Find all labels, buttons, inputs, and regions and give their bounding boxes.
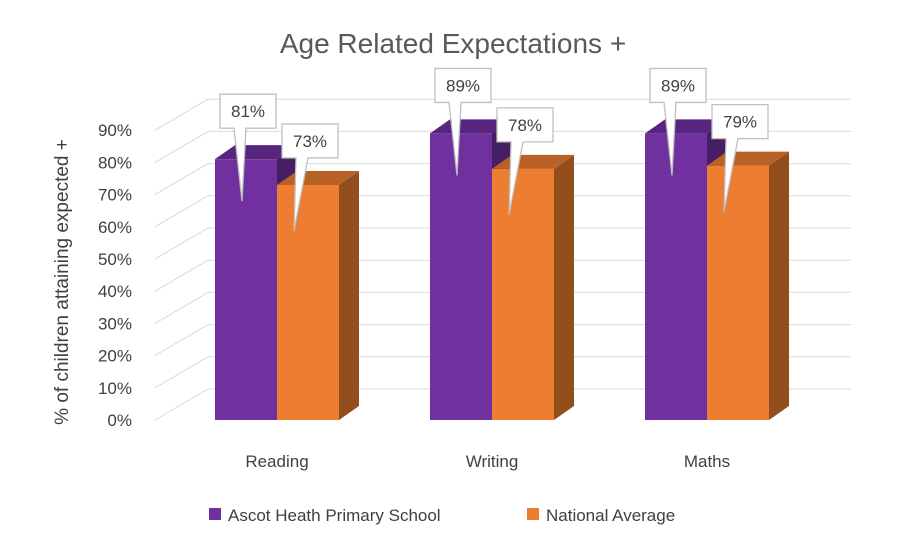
data-labels: 81% 73% 89% 78% 89% 79%	[219, 67, 769, 232]
y-tick-label: 70%	[98, 186, 132, 205]
y-tick-label: 0%	[107, 411, 132, 430]
bar-national-average	[277, 184, 339, 420]
y-tick-label: 10%	[98, 379, 132, 398]
gridline-depth	[154, 259, 209, 292]
bar-national-average	[492, 168, 554, 420]
legend: Ascot Heath Primary School National Avera…	[209, 506, 675, 525]
bars	[215, 119, 789, 421]
bar-side	[769, 151, 789, 420]
y-tick-label: 30%	[98, 314, 132, 333]
y-tick-label: 20%	[98, 347, 132, 366]
y-axis-label: % of children attaining expected +	[52, 139, 73, 425]
bar-ascot-heath-primary-school	[430, 133, 492, 421]
data-label: 79%	[723, 113, 757, 132]
data-label-callout	[711, 103, 769, 212]
data-label-callout	[281, 123, 339, 232]
data-label-callout	[219, 93, 277, 202]
y-tick-label: 50%	[98, 250, 132, 269]
bar-top	[215, 145, 297, 160]
bar-ascot-heath-primary-school	[645, 133, 707, 421]
data-label: 81%	[231, 102, 265, 121]
data-label: 89%	[446, 76, 480, 95]
bar-top	[430, 119, 512, 134]
gridline-depth	[154, 324, 209, 357]
bar-side	[339, 170, 359, 420]
data-label-callout	[496, 107, 554, 215]
gridline-depth	[154, 163, 209, 196]
bar-national-average	[707, 165, 769, 420]
x-axis-categories: Reading Writing Maths	[245, 452, 730, 471]
data-label-callout	[649, 67, 707, 176]
y-axis-ticks: 0% 10% 20% 30% 40% 50% 60% 70% 80% 90%	[98, 121, 132, 430]
x-category-label: Writing	[466, 452, 519, 471]
chart-title: Age Related Expectations +	[280, 28, 626, 59]
data-label: 78%	[508, 116, 542, 135]
gridline-depth	[154, 388, 209, 421]
gridline-depth	[154, 291, 209, 324]
data-label: 89%	[661, 76, 695, 95]
data-label: 73%	[293, 132, 327, 151]
x-category-label: Reading	[245, 452, 308, 471]
x-category-label: Maths	[684, 452, 730, 471]
gridline-depth	[154, 227, 209, 260]
legend-swatch	[527, 508, 539, 520]
legend-label: National Average	[546, 506, 675, 525]
legend-swatch	[209, 508, 221, 520]
y-tick-label: 80%	[98, 153, 132, 172]
data-label-callout	[434, 67, 492, 176]
gridline-depth	[154, 356, 209, 389]
gridline-depth	[154, 98, 209, 131]
bar-side	[554, 154, 574, 420]
legend-label: Ascot Heath Primary School	[228, 506, 441, 525]
y-tick-label: 40%	[98, 282, 132, 301]
gridline-depth	[154, 130, 209, 163]
bar-top	[645, 119, 727, 134]
gridline-depth	[154, 195, 209, 228]
y-tick-label: 60%	[98, 218, 132, 237]
bar-ascot-heath-primary-school	[215, 159, 277, 420]
y-tick-label: 90%	[98, 121, 132, 140]
